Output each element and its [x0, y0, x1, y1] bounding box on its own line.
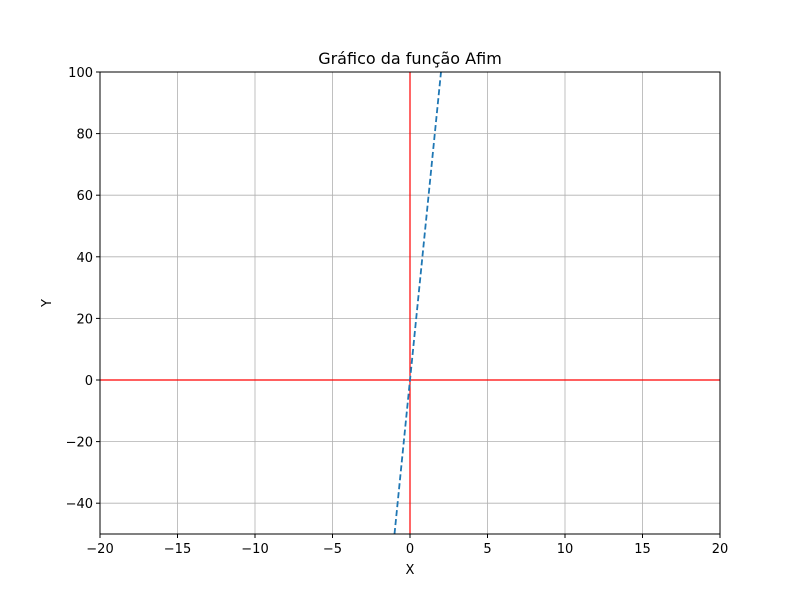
x-axis-label: X	[406, 563, 415, 578]
ticks: −20 −15 −10 −5 0 5 10 15 20 −40 −20 0 20 40 60 80 100	[66, 66, 729, 557]
x-tick-label: −20	[86, 542, 113, 557]
x-tick-label: 10	[557, 542, 574, 557]
y-tick-label: 80	[76, 128, 93, 143]
chart-title: Gráfico da função Afim	[318, 49, 502, 68]
x-tick-label: −10	[241, 542, 268, 557]
x-tick-label: 0	[406, 542, 414, 557]
y-tick-label: −40	[66, 497, 93, 512]
y-tick-label: −20	[66, 436, 93, 451]
y-tick-label: 60	[76, 189, 93, 204]
y-tick-label: 0	[85, 374, 93, 389]
y-tick-label: 20	[76, 312, 93, 327]
x-tick-label: −15	[164, 542, 191, 557]
x-tick-label: 15	[634, 542, 651, 557]
y-tick-label: 40	[76, 251, 93, 266]
y-tick-label: 100	[68, 66, 93, 81]
x-tick-label: −5	[323, 542, 342, 557]
x-tick-label: 20	[712, 542, 729, 557]
x-tick-label: 5	[483, 542, 491, 557]
data-line	[393, 72, 442, 534]
plot-area	[100, 72, 720, 534]
y-axis-label: Y	[40, 299, 55, 308]
